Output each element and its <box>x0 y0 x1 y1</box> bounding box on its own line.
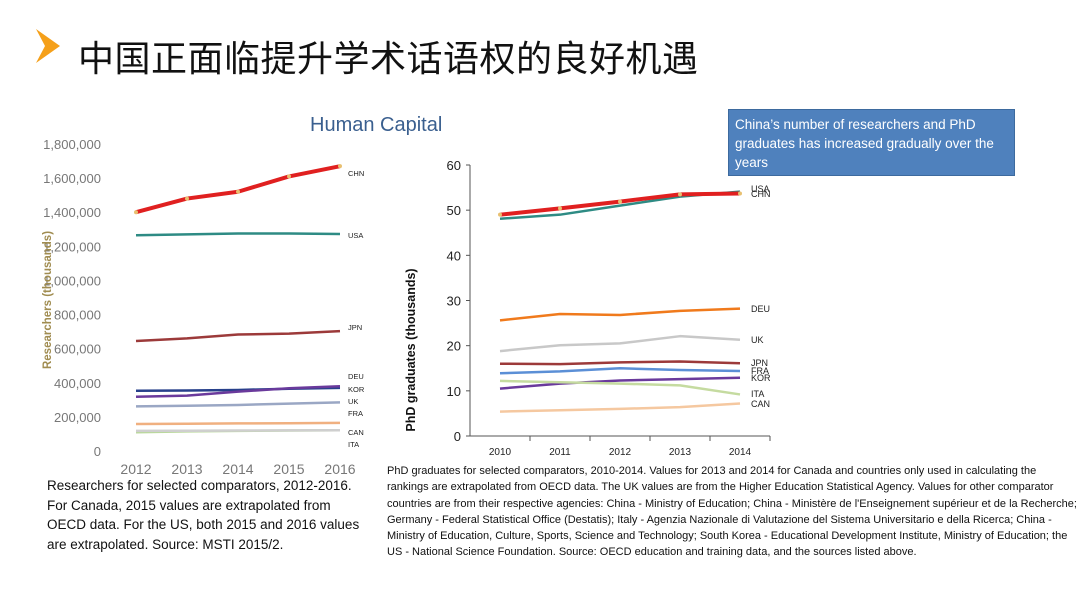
series-line-uk <box>135 401 341 408</box>
x-tick-label: 2015 <box>273 461 304 477</box>
series-label-fra: FRA <box>751 366 769 376</box>
data-point-chn <box>678 192 682 197</box>
data-point-chn <box>498 212 502 217</box>
y-tick-label: 40 <box>447 248 461 263</box>
y-tick-label: 50 <box>447 203 461 218</box>
series-line-fra <box>499 367 741 375</box>
y-tick-label: 0 <box>94 444 101 459</box>
data-point-chn <box>558 206 562 211</box>
y-tick-label: 1,400,000 <box>43 205 101 220</box>
x-tick-label: 2014 <box>222 461 253 477</box>
x-tick-label: 2010 <box>489 447 512 458</box>
series-line-jpn <box>135 329 341 343</box>
series-line-ita <box>135 428 341 433</box>
section-heading: Human Capital <box>310 114 443 136</box>
y-tick-label: 60 <box>447 158 461 173</box>
series-label-jpn: JPN <box>348 323 362 332</box>
series-label-uk: UK <box>348 397 358 406</box>
x-tick-label: 2012 <box>120 461 151 477</box>
series-label-kor: KOR <box>751 373 771 383</box>
series-label-deu: DEU <box>348 372 364 381</box>
series-label-can: CAN <box>751 399 770 409</box>
x-tick-label: 2013 <box>669 447 692 458</box>
x-tick-label: 2013 <box>171 461 202 477</box>
y-tick-label: 20 <box>447 339 461 354</box>
series-line-uk <box>499 334 741 353</box>
series-label-can: CAN <box>348 428 364 437</box>
x-tick-label: 2016 <box>324 461 355 477</box>
data-point-chn <box>618 199 622 204</box>
data-point-chn <box>236 189 240 194</box>
y-tick-label: 600,000 <box>54 342 101 357</box>
series-line-deu <box>499 307 741 322</box>
y-tick-label: 0 <box>454 429 461 444</box>
series-line-usa <box>135 232 341 237</box>
series-line-kor <box>499 376 741 390</box>
series-line-jpn <box>499 360 741 366</box>
y-tick-label: 400,000 <box>54 376 101 391</box>
series-label-uk: UK <box>751 335 764 345</box>
x-tick-label: 2011 <box>549 447 571 458</box>
data-point-chn <box>287 174 291 179</box>
right-chart-caption: PhD graduates for selected comparators, … <box>387 465 1077 559</box>
x-tick-label: 2014 <box>729 447 752 458</box>
series-label-deu: DEU <box>751 304 770 314</box>
series-line-kor <box>135 384 341 399</box>
x-tick-label: 2012 <box>609 447 632 458</box>
series-line-ita <box>499 379 741 396</box>
data-point-chn <box>134 210 138 215</box>
y-tick-label: 200,000 <box>54 410 101 425</box>
y-tick-label: 30 <box>447 294 461 309</box>
title-arrow-icon <box>36 29 60 63</box>
y-tick-label: 10 <box>447 384 461 399</box>
series-label-kor: KOR <box>348 385 365 394</box>
data-point-chn <box>738 191 742 196</box>
y-tick-label: 1,200,000 <box>43 239 101 254</box>
series-line-can <box>499 402 741 413</box>
y-tick-label: 1,000,000 <box>43 273 101 288</box>
left-chart-caption: Researchers for selected comparators, 20… <box>47 478 360 552</box>
series-line-fra <box>135 421 341 426</box>
series-label-usa: USA <box>348 231 363 240</box>
slide-title: 中国正面临提升学术话语权的良好机遇 <box>78 39 699 80</box>
y-axis-label: Researchers (thousands) <box>42 231 54 369</box>
series-label-fra: FRA <box>348 409 363 418</box>
data-point-chn <box>185 196 189 201</box>
y-tick-label: 1,600,000 <box>43 171 101 186</box>
y-tick-label: 1,800,000 <box>43 137 101 152</box>
series-label-chn: CHN <box>348 169 364 178</box>
series-label-chn: CHN <box>751 189 771 199</box>
callout-box: China’s number of researchers and PhD gr… <box>728 109 1015 176</box>
y-tick-label: 800,000 <box>54 308 101 323</box>
series-label-usa: USA <box>751 184 770 194</box>
series-label-ita: ITA <box>751 389 764 399</box>
series-label-jpn: JPN <box>751 358 768 368</box>
y-axis-label: PhD graduates (thousands) <box>404 268 418 431</box>
data-point-chn <box>338 164 342 169</box>
series-label-ita: ITA <box>348 440 359 449</box>
series-line-chn <box>499 191 741 217</box>
